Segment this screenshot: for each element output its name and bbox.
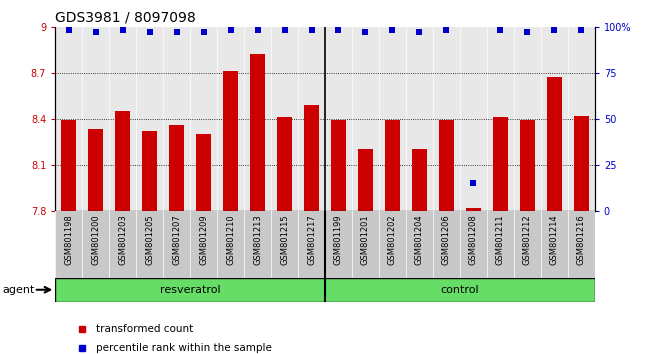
Text: GSM801213: GSM801213 [253, 214, 262, 265]
Bar [385, 120, 400, 211]
Text: GDS3981 / 8097098: GDS3981 / 8097098 [55, 11, 196, 25]
Bar [55, 278, 325, 302]
Text: GSM801214: GSM801214 [550, 214, 559, 265]
Text: GSM801198: GSM801198 [64, 214, 73, 265]
Text: GSM801211: GSM801211 [496, 214, 505, 265]
Bar [223, 71, 238, 211]
Text: GSM801204: GSM801204 [415, 214, 424, 265]
Text: GSM801216: GSM801216 [577, 214, 586, 265]
Text: GSM801207: GSM801207 [172, 214, 181, 265]
Text: GSM801200: GSM801200 [91, 214, 100, 265]
Bar [304, 105, 319, 211]
Bar [196, 134, 211, 211]
Text: percentile rank within the sample: percentile rank within the sample [96, 343, 272, 353]
Text: GSM801217: GSM801217 [307, 214, 316, 265]
Text: GSM801202: GSM801202 [388, 214, 397, 265]
Text: agent: agent [2, 285, 34, 295]
Text: GSM801205: GSM801205 [145, 214, 154, 265]
Bar [358, 149, 373, 211]
Text: control: control [441, 285, 479, 295]
Bar [61, 120, 76, 211]
Text: GSM801208: GSM801208 [469, 214, 478, 265]
Text: GSM801209: GSM801209 [199, 214, 208, 265]
Bar [250, 54, 265, 211]
Bar [493, 117, 508, 211]
Bar [439, 120, 454, 211]
Text: transformed count: transformed count [96, 324, 193, 334]
Bar [331, 120, 346, 211]
Text: resveratrol: resveratrol [160, 285, 220, 295]
Bar [277, 117, 292, 211]
Text: GSM801203: GSM801203 [118, 214, 127, 265]
Bar [520, 120, 535, 211]
Text: GSM801201: GSM801201 [361, 214, 370, 265]
Bar [142, 131, 157, 211]
Text: GSM801199: GSM801199 [334, 214, 343, 265]
Bar [574, 115, 589, 211]
Text: GSM801215: GSM801215 [280, 214, 289, 265]
Bar [169, 125, 184, 211]
Bar [115, 111, 130, 211]
Bar [412, 149, 427, 211]
Bar [325, 278, 595, 302]
Text: GSM801212: GSM801212 [523, 214, 532, 265]
Bar [466, 207, 481, 211]
Bar [88, 129, 103, 211]
Bar [547, 77, 562, 211]
Text: GSM801206: GSM801206 [442, 214, 451, 265]
Text: GSM801210: GSM801210 [226, 214, 235, 265]
